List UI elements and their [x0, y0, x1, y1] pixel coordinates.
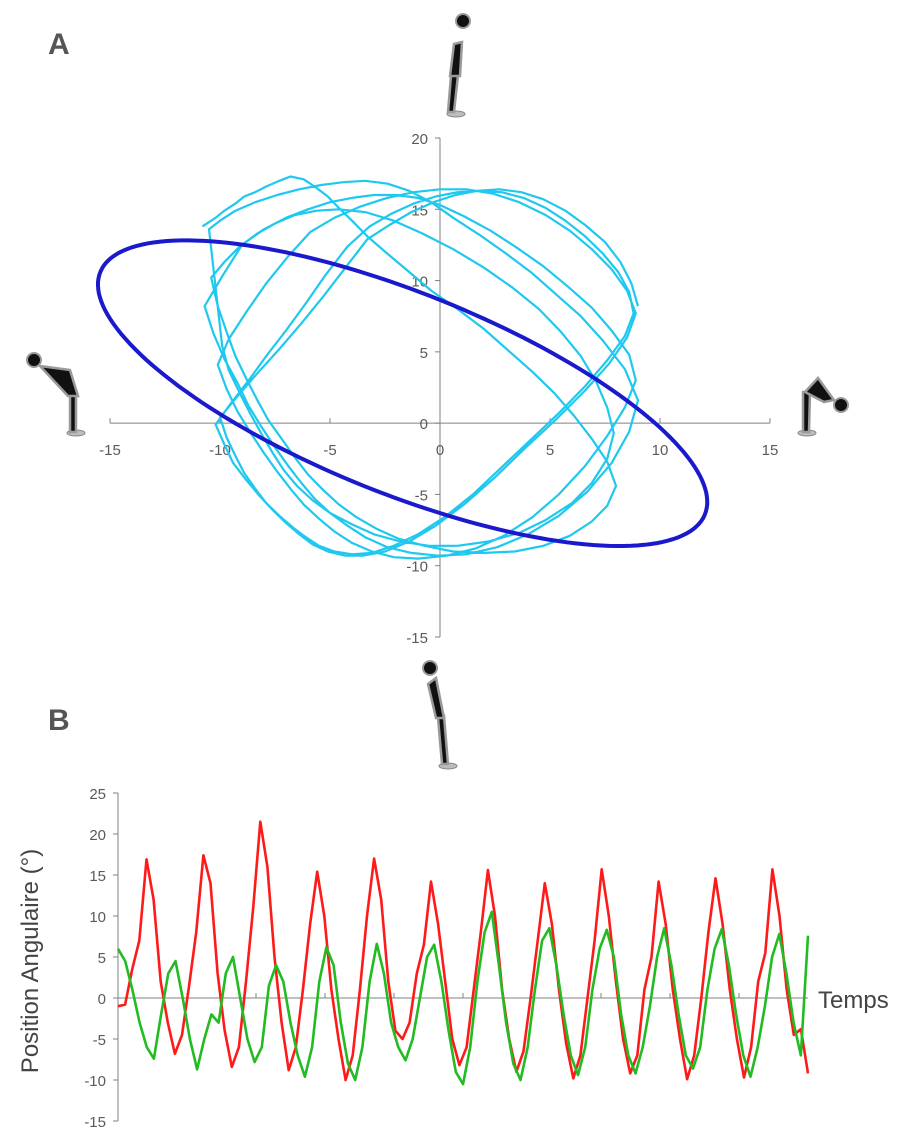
- y-tick-label: -10: [406, 559, 428, 576]
- x-axis-label: Temps: [818, 987, 889, 1014]
- y-tick-label: -15: [84, 1114, 106, 1129]
- figure-lean-down-icon: [422, 660, 458, 770]
- y-tick-label: 5: [98, 950, 106, 967]
- figure-lean-left-icon: [26, 352, 86, 437]
- y-tick-label: 15: [89, 868, 106, 885]
- y-tick-label: 20: [89, 827, 106, 844]
- y-tick-label: -10: [84, 1073, 106, 1090]
- panel-label-b: B: [48, 704, 70, 737]
- confidence-ellipse: [96, 238, 710, 548]
- figure-lean-right-icon: [797, 376, 849, 437]
- angular-position-chart: 25 20 15 10 5 0 -5 -10 -15 Temps Position Angulair…: [17, 786, 889, 1129]
- y-tick-label: 0: [420, 416, 428, 433]
- y-tick-label: -5: [415, 487, 428, 504]
- y-axis-label: Position Angulaire (°): [17, 849, 44, 1073]
- x-tick-label: 15: [762, 442, 779, 459]
- panel-label-a: A: [48, 28, 70, 61]
- x-tick-label: 5: [546, 442, 554, 459]
- y-tick-label: 5: [420, 345, 428, 362]
- y-tick-label: 10: [89, 909, 106, 926]
- series-red-line: [117, 820, 810, 1082]
- x-tick-label: -5: [323, 442, 336, 459]
- y-tick-label: -5: [93, 1032, 106, 1049]
- y-tick-label: 25: [89, 786, 106, 803]
- x-tick-label: 10: [652, 442, 669, 459]
- y-tick-label: 0: [98, 991, 106, 1008]
- y-tick-label: 20: [411, 131, 428, 148]
- y-tick-label: -15: [406, 630, 428, 647]
- x-tick-label: -15: [99, 442, 121, 459]
- figure-upright-icon: [446, 13, 471, 118]
- series-green-line: [116, 910, 810, 1086]
- x-tick-label: 0: [436, 442, 444, 459]
- trajectory-line: [201, 175, 640, 560]
